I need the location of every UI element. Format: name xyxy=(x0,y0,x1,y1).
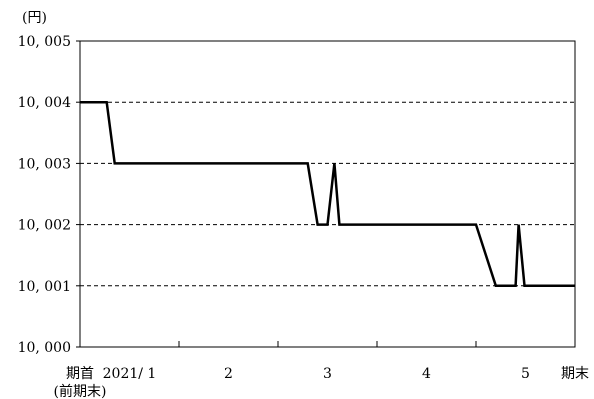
y-tick-label-1: 10, 001 xyxy=(18,279,71,295)
y-tick-label-3: 10, 003 xyxy=(18,156,71,172)
x-tick-label-3: 3 xyxy=(323,366,332,382)
gridlines xyxy=(80,101,575,287)
x-tick-label-0: 期首 xyxy=(66,366,94,382)
x-tick-sublabel-0: (前期末) xyxy=(54,383,107,399)
y-tick-label-0: 10, 000 xyxy=(18,340,71,356)
x-tick-label-6: 期末 xyxy=(561,366,589,382)
y-axis-unit-label: (円) xyxy=(22,10,47,26)
x-tick-label-5: 5 xyxy=(521,366,530,382)
x-tick-label-4: 4 xyxy=(422,366,431,382)
x-tick-label-1: 2021/ 1 xyxy=(103,366,157,382)
series-line-0 xyxy=(80,100,575,288)
y-axis-ticks: 10, 000 10, 001 10, 002 10, 003 10, 004 10, 0… xyxy=(18,34,80,356)
y-tick-label-5: 10, 005 xyxy=(18,34,71,50)
series-layer xyxy=(80,100,575,288)
plot-area-frame xyxy=(79,40,576,348)
y-tick-label-4: 10, 004 xyxy=(18,95,72,111)
x-axis-ticks: 期首(前期末)2021/ 1 2 3 4 5 期末 xyxy=(54,341,589,399)
x-tick-label-2: 2 xyxy=(224,366,233,382)
y-tick-label-2: 10, 002 xyxy=(18,218,71,234)
